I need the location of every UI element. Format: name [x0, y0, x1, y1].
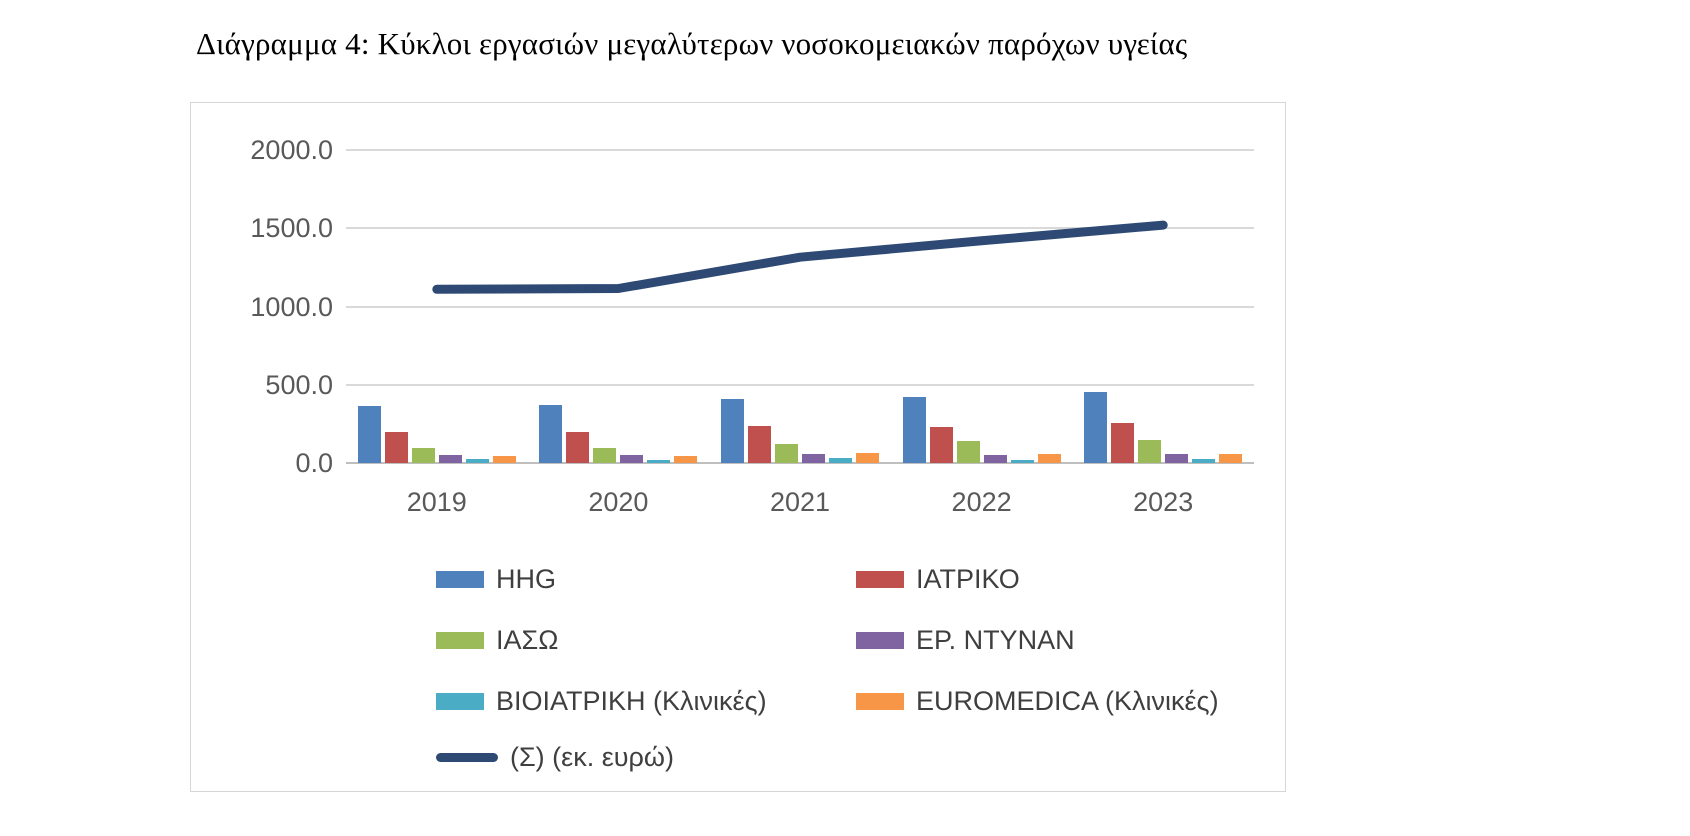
- gridline-500.0: [346, 383, 1254, 386]
- legend-swatch-ΙΑΤΡΙΚΟ: [856, 570, 904, 588]
- legend-item-(Σ) (εκ. ευρώ): (Σ) (εκ. ευρώ): [436, 740, 674, 774]
- x-tick-label-2023: 2023: [1133, 487, 1194, 517]
- bar-ΙΑΤΡΙΚΟ-2022: [929, 426, 953, 463]
- bar-ΕΡ. ΝΤΥΝΑΝ-2020: [620, 455, 644, 463]
- gridline-1500.0: [346, 227, 1254, 230]
- gridline-1000.0: [346, 305, 1254, 308]
- bar-ΙΑΣΩ-2020: [593, 447, 617, 463]
- bar-ΒΙΟΙΑΤΡΙΚΗ (Κλινικές)-2020: [647, 459, 671, 463]
- x-tick-label-2019: 2019: [406, 487, 467, 517]
- bar-ΙΑΣΩ-2021: [775, 444, 798, 463]
- legend-label-EUROMEDICA (Κλινικές): EUROMEDICA (Κλινικές): [916, 685, 1219, 716]
- bar-HHG-2023: [1084, 391, 1108, 463]
- y-tick-label: 500.0: [265, 369, 333, 400]
- bar-ΙΑΣΩ-2023: [1138, 440, 1162, 463]
- y-tick-label: 2000.0: [250, 135, 333, 165]
- x-tick-label-2021: 2021: [769, 487, 831, 517]
- legend-label-ΒΙΟΙΑΤΡΙΚΗ (Κλινικές): ΒΙΟΙΑΤΡΙΚΗ (Κλινικές): [496, 685, 767, 716]
- x-tick-label-2020: 2020: [588, 487, 649, 517]
- legend-item-ΙΑΤΡΙΚΟ: ΙΑΤΡΙΚΟ: [856, 562, 1020, 596]
- bar-ΙΑΣΩ-2019: [411, 448, 435, 463]
- legend-item-ΒΙΟΙΑΤΡΙΚΗ (Κλινικές): ΒΙΟΙΑΤΡΙΚΗ (Κλινικές): [436, 684, 767, 718]
- legend-item-HHG: HHG: [436, 562, 556, 596]
- legend-item-ΕΡ. ΝΤΥΝΑΝ: ΕΡ. ΝΤΥΝΑΝ: [856, 623, 1075, 657]
- bar-ΙΑΤΡΙΚΟ-2020: [566, 432, 590, 463]
- bar-EUROMEDICA (Κλινικές)-2023: [1219, 453, 1243, 463]
- legend-item-EUROMEDICA (Κλινικές): EUROMEDICA (Κλινικές): [856, 684, 1219, 718]
- bar-HHG-2022: [902, 397, 926, 463]
- bar-ΒΙΟΙΑΤΡΙΚΗ (Κλινικές)-2021: [829, 458, 852, 463]
- gridline-2000.0: [346, 149, 1254, 151]
- legend-label-ΙΑΣΩ: ΙΑΣΩ: [496, 624, 559, 655]
- bar-EUROMEDICA (Κλινικές)-2021: [856, 452, 879, 463]
- legend-swatch-(Σ) (εκ. ευρώ): [436, 752, 498, 762]
- legend-swatch-ΙΑΣΩ: [436, 631, 484, 649]
- bar-ΕΡ. ΝΤΥΝΑΝ-2019: [438, 455, 462, 463]
- bar-ΙΑΤΡΙΚΟ-2019: [384, 432, 408, 463]
- legend-item-ΙΑΣΩ: ΙΑΣΩ: [436, 623, 558, 657]
- bar-ΕΡ. ΝΤΥΝΑΝ-2023: [1165, 454, 1189, 463]
- legend-label-ΕΡ. ΝΤΥΝΑΝ: ΕΡ. ΝΤΥΝΑΝ: [916, 624, 1075, 655]
- x-axis-line: [346, 462, 1254, 464]
- bar-EUROMEDICA (Κλινικές)-2020: [674, 456, 698, 463]
- bar-ΕΡ. ΝΤΥΝΑΝ-2022: [983, 454, 1007, 463]
- bar-ΒΙΟΙΑΤΡΙΚΗ (Κλινικές)-2023: [1192, 459, 1216, 463]
- x-tick-label-2022: 2022: [951, 487, 1012, 517]
- bar-ΕΡ. ΝΤΥΝΑΝ-2021: [802, 454, 825, 463]
- bar-HHG-2021: [721, 398, 744, 463]
- legend-swatch-HHG: [436, 570, 484, 588]
- bar-HHG-2020: [539, 405, 563, 463]
- legend-swatch-EUROMEDICA (Κλινικές): [856, 692, 904, 710]
- bar-ΙΑΣΩ-2022: [956, 441, 980, 463]
- bar-ΙΑΤΡΙΚΟ-2021: [748, 426, 771, 463]
- chart-title: Διάγραμμα 4: Κύκλοι εργασιών μεγαλύτερων…: [196, 26, 1188, 61]
- bar-EUROMEDICA (Κλινικές)-2019: [492, 455, 516, 463]
- y-tick-label: 1000.0: [250, 291, 333, 322]
- legend-swatch-ΕΡ. ΝΤΥΝΑΝ: [856, 631, 904, 649]
- chart-container: 0.0 500.0 1000.0 1500.0 2000.0 2019 2020 2021 20…: [190, 102, 1286, 792]
- legend-label-ΙΑΤΡΙΚΟ: ΙΑΤΡΙΚΟ: [916, 563, 1020, 594]
- bar-EUROMEDICA (Κλινικές)-2022: [1037, 453, 1061, 463]
- bar-HHG-2019: [357, 405, 381, 463]
- bar-ΒΙΟΙΑΤΡΙΚΗ (Κλινικές)-2019: [465, 459, 489, 463]
- y-tick-label: 0.0: [295, 448, 333, 478]
- bar-ΙΑΤΡΙΚΟ-2023: [1111, 423, 1135, 463]
- legend-label-HHG: HHG: [496, 563, 556, 594]
- y-tick-label: 1500.0: [250, 213, 333, 244]
- bar-ΒΙΟΙΑΤΡΙΚΗ (Κλινικές)-2022: [1010, 459, 1034, 463]
- legend-swatch-ΒΙΟΙΑΤΡΙΚΗ (Κλινικές): [436, 692, 484, 710]
- legend-label-(Σ) (εκ. ευρώ): (Σ) (εκ. ευρώ): [510, 741, 674, 772]
